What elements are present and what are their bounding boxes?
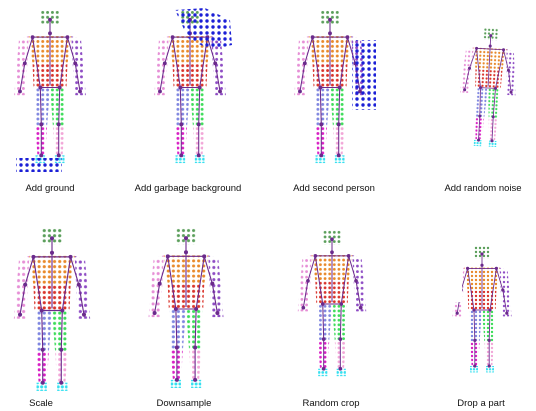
caption: Add second person <box>293 183 375 194</box>
panel-garbage <box>154 8 232 163</box>
caption: Add ground <box>25 183 74 194</box>
caption: Add garbage background <box>135 183 242 194</box>
figure: Add ground Add garbage background Add se… <box>0 0 536 411</box>
panel-add-ground <box>14 10 86 172</box>
panel-scale <box>14 228 90 391</box>
caption: Downsample <box>157 398 212 409</box>
caption: Add random noise <box>444 183 521 194</box>
panel-second-person <box>294 10 376 163</box>
panel-downsample <box>149 228 224 388</box>
caption: Drop a part <box>457 398 505 409</box>
panel-random-crop <box>298 230 366 376</box>
caption: Random crop <box>302 398 359 409</box>
panel-random-noise <box>457 27 519 148</box>
ground-points <box>16 158 62 172</box>
second-person-points <box>352 40 376 110</box>
caption: Scale <box>29 398 53 409</box>
panel-drop-part <box>448 246 512 372</box>
